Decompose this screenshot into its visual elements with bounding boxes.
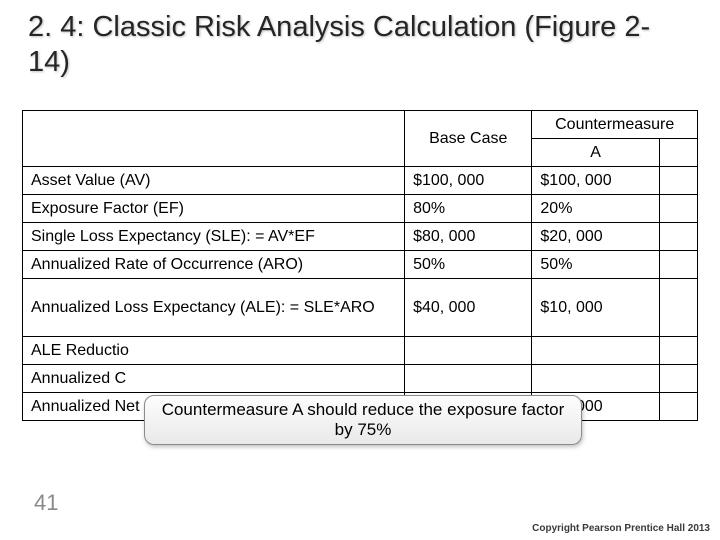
table-row: Asset Value (AV) $100, 000 $100, 000	[23, 167, 698, 195]
row-base	[405, 337, 532, 365]
row-a: $10, 000	[532, 279, 659, 337]
hdr-countermeasure-a: A	[532, 139, 659, 167]
row-label: Single Loss Expectancy (SLE): = AV*EF	[23, 223, 405, 251]
row-a	[532, 337, 659, 365]
row-label: Annualized Rate of Occurrence (ARO)	[23, 251, 405, 279]
row-label: Exposure Factor (EF)	[23, 195, 405, 223]
row-a: 50%	[532, 251, 659, 279]
row-spacer	[659, 393, 697, 421]
slide-title: 2. 4: Classic Risk Analysis Calculation …	[28, 10, 680, 80]
row-spacer	[659, 337, 697, 365]
row-spacer	[659, 251, 697, 279]
hdr-countermeasure: Countermeasure	[532, 111, 698, 139]
row-label: Annualized C	[23, 365, 405, 393]
risk-table-container: Base Case Countermeasure A Asset Value (…	[22, 110, 698, 421]
row-spacer	[659, 279, 697, 337]
table-row: Annualized C	[23, 365, 698, 393]
row-spacer	[659, 195, 697, 223]
copyright-text: Copyright Pearson Prentice Hall 2013	[532, 523, 710, 534]
row-base: 80%	[405, 195, 532, 223]
row-spacer	[659, 365, 697, 393]
row-spacer	[659, 223, 697, 251]
callout-box: Countermeasure A should reduce the expos…	[144, 395, 582, 445]
row-base: $80, 000	[405, 223, 532, 251]
table-row: Annualized Rate of Occurrence (ARO) 50% …	[23, 251, 698, 279]
row-label: Asset Value (AV)	[23, 167, 405, 195]
row-a: $100, 000	[532, 167, 659, 195]
hdr-spacer	[659, 139, 697, 167]
row-a: $20, 000	[532, 223, 659, 251]
table-row: Exposure Factor (EF) 80% 20%	[23, 195, 698, 223]
table-row: Annualized Loss Expectancy (ALE): = SLE*…	[23, 279, 698, 337]
table-row: ALE Reductio	[23, 337, 698, 365]
row-base: 50%	[405, 251, 532, 279]
row-base	[405, 365, 532, 393]
row-label: Annualized Loss Expectancy (ALE): = SLE*…	[23, 279, 405, 337]
row-label: ALE Reductio	[23, 337, 405, 365]
page-number: 41	[34, 490, 58, 516]
callout-text: Countermeasure A should reduce the expos…	[155, 400, 571, 441]
row-base: $40, 000	[405, 279, 532, 337]
table-row: Single Loss Expectancy (SLE): = AV*EF $8…	[23, 223, 698, 251]
hdr-base-case: Base Case	[405, 111, 532, 167]
risk-table: Base Case Countermeasure A Asset Value (…	[22, 110, 698, 421]
row-a: 20%	[532, 195, 659, 223]
row-a	[532, 365, 659, 393]
row-spacer	[659, 167, 697, 195]
hdr-blank	[23, 111, 405, 167]
row-base: $100, 000	[405, 167, 532, 195]
